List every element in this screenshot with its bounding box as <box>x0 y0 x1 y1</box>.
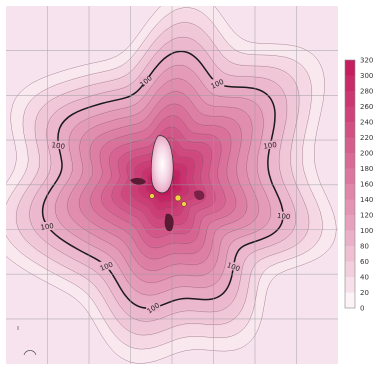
contour-line-120 <box>54 64 271 296</box>
colorbar-tick-label: 40 <box>360 274 369 282</box>
colorbar-band <box>345 153 355 169</box>
colorbar-band <box>345 277 355 293</box>
colorbar-band <box>345 215 355 231</box>
colorbar-band <box>345 75 355 92</box>
contour-line-140 <box>67 78 259 283</box>
colorbar-tick-label: 120 <box>360 212 373 220</box>
contour-label: 100 <box>51 141 65 151</box>
colorbar-band <box>345 137 355 154</box>
contour-line-20 <box>6 6 337 364</box>
colorbar-band <box>345 246 355 262</box>
colorbar-tick-label: 320 <box>360 57 373 65</box>
contour-label: 100 <box>263 141 277 151</box>
colorbar-band <box>345 261 355 278</box>
colorbar-band <box>345 184 355 200</box>
colorbar: 0 20 40 60 80 100 120 140 160 180 200 220 240 260 280 3… <box>344 57 373 313</box>
contour-line-240 <box>121 137 206 228</box>
contour-line-200 <box>101 115 226 249</box>
colorbar-tick-label: 200 <box>360 150 373 158</box>
colorbar-tick-label: 100 <box>360 227 373 235</box>
colorbar-band <box>345 60 355 76</box>
contour-line-80 <box>29 36 297 322</box>
contour-label: 100 <box>277 212 291 221</box>
colorbar-band <box>345 91 355 107</box>
colorbar-tick-label: 20 <box>360 289 369 297</box>
contour-line-220 <box>111 126 216 238</box>
grid <box>6 6 338 364</box>
colorbar-tick-label: 240 <box>360 119 373 127</box>
colorbar-tick-label: 280 <box>360 88 373 96</box>
colorbar-band <box>345 292 355 309</box>
colorbar-frame <box>344 59 356 309</box>
colorbar-tick-label: 180 <box>360 165 373 173</box>
colorbar-tick-label: 160 <box>360 181 373 189</box>
colorbar-band <box>345 199 355 216</box>
contour-line-60 <box>15 22 310 336</box>
contour-line-260 <box>130 147 197 219</box>
colorbar-tick-label: 140 <box>360 196 373 204</box>
colorbar-band <box>345 230 355 247</box>
center-core <box>130 135 205 232</box>
colorbar-tick-label: 220 <box>360 134 373 142</box>
colorbar-tick-label: 260 <box>360 103 373 111</box>
colorbar-tick-label: 60 <box>360 258 369 266</box>
contour-label: 100 <box>40 222 54 232</box>
contour-line-40 <box>6 7 323 350</box>
contour-line-180 <box>90 103 237 260</box>
colorbar-tick-label: 300 <box>360 72 373 80</box>
contour-line-160 <box>79 91 248 271</box>
colorbar-band <box>345 122 355 138</box>
colorbar-band <box>345 168 355 185</box>
colorbar-tick-label: 0 <box>360 305 364 313</box>
colorbar-band <box>345 106 355 123</box>
colorbar-tick-label: 80 <box>360 243 369 251</box>
